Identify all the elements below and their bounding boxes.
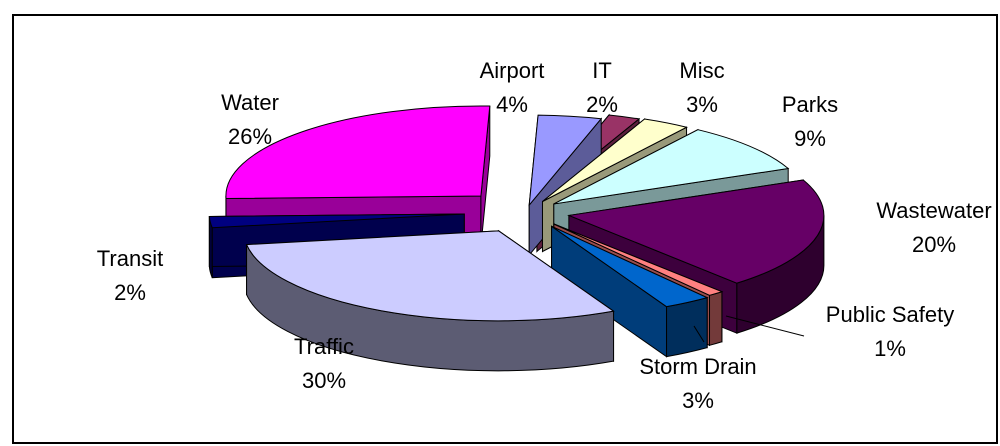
slice-labels: Airport 4% IT 2% Misc 3% Parks 9% Wastewater 20% P…	[97, 58, 992, 413]
slice-label-name: Storm Drain	[639, 354, 756, 379]
slice-label-percent: 3%	[686, 92, 718, 117]
slice-label-it: IT 2%	[586, 58, 618, 117]
slice-label-name: IT	[592, 58, 612, 83]
slice-label-percent: 2%	[114, 280, 146, 305]
slice-label-name: Airport	[480, 58, 545, 83]
slice-label-public-safety: Public Safety 1%	[826, 302, 954, 361]
slice-storm-drain-rim	[666, 296, 708, 358]
slice-label-name: Misc	[679, 58, 724, 83]
slice-public-safety	[553, 223, 724, 296]
slice-label-water: Water 26%	[221, 90, 279, 149]
slice-label-name: Wastewater	[876, 198, 991, 223]
slice-label-percent: 26%	[228, 124, 272, 149]
slice-label-percent: 9%	[794, 126, 826, 151]
slice-storm-drain-body	[551, 225, 709, 358]
chart-frame: Airport 4% IT 2% Misc 3% Parks 9% Wastewater 20% P…	[12, 14, 998, 444]
slice-label-percent: 1%	[874, 336, 906, 361]
slice-public-safety-rim	[709, 291, 723, 346]
slice-label-percent: 4%	[496, 92, 528, 117]
slice-label-transit: Transit 2%	[97, 246, 163, 305]
slice-label-name: Transit	[97, 246, 163, 271]
slice-label-name: Parks	[782, 92, 838, 117]
slice-water	[225, 105, 491, 199]
slice-label-percent: 30%	[302, 368, 346, 393]
slice-label-storm-drain: Storm Drain 3%	[639, 354, 756, 413]
slice-storm-drain	[551, 225, 709, 308]
slice-label-misc: Misc 3%	[679, 58, 724, 117]
leader-line-storm-drain	[693, 325, 705, 343]
slice-label-name: Water	[221, 90, 279, 115]
slice-sides	[208, 105, 825, 372]
slice-label-percent: 20%	[912, 232, 956, 257]
slice-traffic-body	[245, 229, 615, 372]
slice-label-name: Traffic	[294, 334, 354, 359]
slice-parks	[553, 129, 790, 205]
slice-label-percent: 2%	[586, 92, 618, 117]
slice-traffic	[245, 230, 615, 322]
slice-label-name: Public Safety	[826, 302, 954, 327]
pie-chart: Airport 4% IT 2% Misc 3% Parks 9% Wastewater 20% P…	[97, 58, 992, 413]
slice-airport	[528, 114, 603, 207]
slice-transit	[208, 213, 465, 229]
slice-label-traffic: Traffic 30%	[294, 334, 354, 393]
slice-label-parks: Parks 9%	[782, 92, 838, 151]
slice-wastewater	[567, 179, 825, 284]
slice-label-airport: Airport 4%	[480, 58, 545, 117]
slice-label-percent: 3%	[682, 388, 714, 413]
slice-label-wastewater: Wastewater 20%	[876, 198, 991, 257]
leader-lines	[693, 315, 805, 343]
leader-line-public-safety	[725, 315, 805, 337]
slice-misc	[542, 118, 688, 202]
